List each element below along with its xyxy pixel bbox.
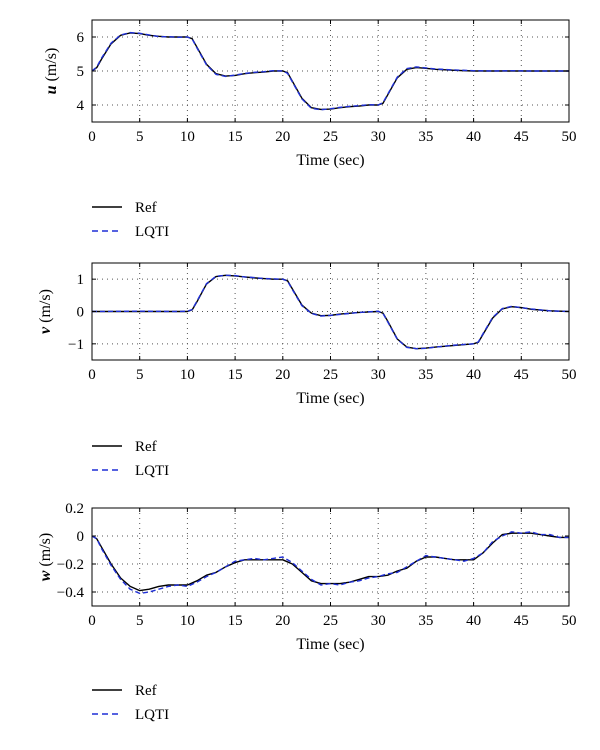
x-tick-label: 40	[466, 129, 481, 145]
x-tick-label: 50	[562, 129, 577, 145]
y-tick-label: −1	[68, 337, 84, 353]
x-tick-label: 35	[418, 367, 433, 383]
legend: Ref LQTI	[92, 439, 169, 479]
y-tick-label: 0	[77, 529, 85, 545]
x-tick-label: 5	[136, 613, 144, 629]
x-tick-label: 10	[180, 129, 195, 145]
legend-label-lqti: LQTI	[135, 463, 169, 479]
y-axis-variable: v	[37, 326, 54, 334]
y-tick-label: −0.2	[57, 557, 84, 573]
x-tick-label: 0	[88, 613, 96, 629]
y-tick-label: 6	[77, 30, 85, 46]
y-axis-variable: w	[37, 570, 54, 581]
x-tick-label: 30	[371, 367, 386, 383]
x-tick-label: 15	[228, 129, 243, 145]
x-tick-label: 25	[323, 367, 338, 383]
x-tick-label: 25	[323, 613, 338, 629]
series-line-ref	[92, 532, 569, 592]
x-tick-label: 40	[466, 367, 481, 383]
y-tick-label: 0	[77, 305, 85, 321]
x-tick-label: 15	[228, 613, 243, 629]
x-tick-label: 5	[136, 367, 144, 383]
legend-label-ref: Ref	[135, 683, 157, 699]
legend-label-lqti: LQTI	[135, 224, 169, 240]
x-tick-label: 30	[371, 129, 386, 145]
x-tick-label: 25	[323, 129, 338, 145]
legend: Ref LQTI	[92, 200, 169, 240]
x-tick-label: 50	[562, 367, 577, 383]
x-tick-label: 40	[466, 613, 481, 629]
y-axis-unit: (m/s)	[43, 48, 60, 86]
x-tick-label: 30	[371, 613, 386, 629]
x-tick-label: 50	[562, 613, 577, 629]
series-line-lqti	[92, 531, 569, 595]
legend-label-ref: Ref	[135, 200, 157, 216]
x-tick-label: 45	[514, 129, 529, 145]
y-tick-label: 1	[77, 272, 85, 288]
x-axis-label: Time (sec)	[296, 636, 364, 653]
x-tick-label: 35	[418, 613, 433, 629]
x-axis-label: Time (sec)	[296, 152, 364, 169]
y-axis-variable: u	[43, 85, 60, 94]
y-tick-label: 5	[77, 64, 85, 80]
x-tick-label: 0	[88, 129, 96, 145]
x-tick-label: 10	[180, 613, 195, 629]
legend-label-lqti: LQTI	[135, 707, 169, 723]
y-axis-label: u (m/s)	[43, 48, 60, 95]
series-line-lqti	[92, 274, 569, 350]
x-tick-label: 20	[275, 613, 290, 629]
x-tick-label: 0	[88, 367, 96, 383]
y-axis-label: w (m/s)	[37, 533, 54, 581]
legend-label-ref: Ref	[135, 439, 157, 455]
x-tick-label: 45	[514, 367, 529, 383]
series-line-lqti	[92, 31, 569, 111]
legend: Ref LQTI	[92, 683, 169, 723]
y-axis-label: v (m/s)	[37, 289, 54, 334]
x-tick-label: 20	[275, 129, 290, 145]
x-axis-label: Time (sec)	[296, 390, 364, 407]
x-tick-label: 35	[418, 129, 433, 145]
y-axis-unit: (m/s)	[37, 289, 54, 327]
x-tick-label: 15	[228, 367, 243, 383]
y-tick-label: 0.2	[65, 501, 84, 517]
y-axis-unit: (m/s)	[37, 533, 54, 571]
x-tick-label: 45	[514, 613, 529, 629]
y-tick-label: 4	[77, 98, 85, 114]
y-tick-label: −0.4	[57, 585, 85, 601]
plot-frame	[91, 507, 570, 607]
x-tick-label: 10	[180, 367, 195, 383]
x-tick-label: 5	[136, 129, 144, 145]
chart-3: 0 5 10 15 20 25 30 35 40 45 50 −0.4 −0.2 0 0.2 Time (se…	[37, 501, 577, 723]
x-tick-label: 20	[275, 367, 290, 383]
